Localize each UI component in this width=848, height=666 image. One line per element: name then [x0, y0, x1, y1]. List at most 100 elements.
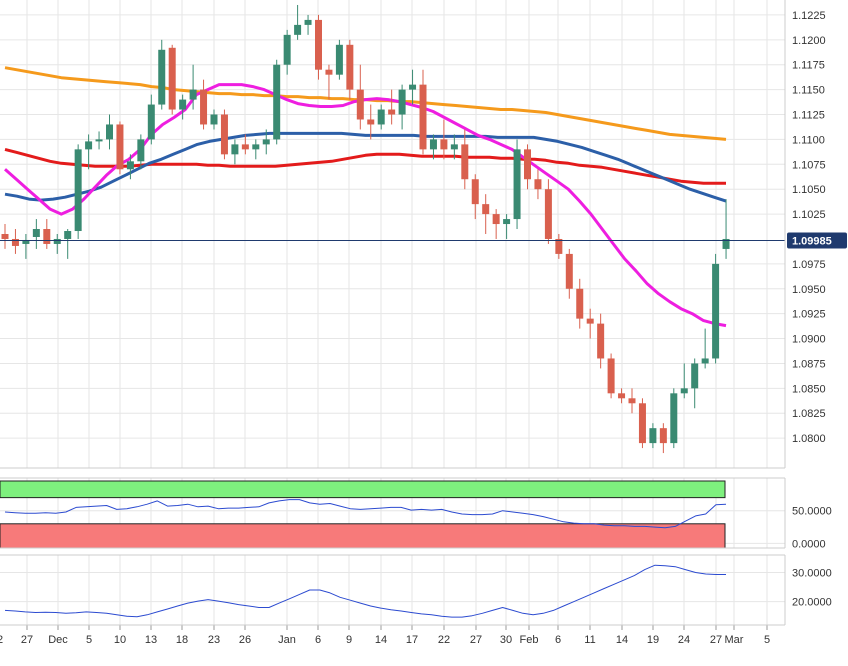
- candle-body: [32, 229, 40, 237]
- current-price-tag[interactable]: 1.09985: [787, 232, 847, 249]
- current-price-label: 1.09985: [792, 235, 832, 247]
- candle: [440, 119, 448, 160]
- candle: [74, 144, 82, 239]
- candle: [11, 229, 19, 254]
- candle-body: [126, 161, 134, 170]
- candle: [680, 363, 688, 399]
- date-tick-label: 5: [764, 634, 770, 646]
- candle: [356, 64, 364, 130]
- candle-body: [116, 124, 124, 170]
- candle-body: [11, 238, 19, 246]
- price-tick-label: 1.1100: [792, 134, 825, 146]
- candle: [200, 79, 208, 130]
- date-tick-label: 18: [176, 634, 188, 646]
- candle: [158, 39, 166, 110]
- candle: [461, 129, 469, 190]
- candle: [388, 89, 396, 125]
- candle-body: [659, 428, 667, 444]
- candle: [628, 388, 636, 414]
- main-grid: [0, 0, 785, 468]
- candle: [64, 229, 72, 259]
- date-tick-label: 5: [86, 634, 92, 646]
- candle-body: [597, 323, 605, 359]
- price-tick-label: 1.0850: [792, 383, 826, 395]
- candle: [241, 134, 249, 155]
- candle: [210, 109, 218, 130]
- date-tick-label: 30: [500, 634, 512, 646]
- date-tick-label: 19: [647, 634, 659, 646]
- candle-body: [524, 149, 531, 180]
- candle: [367, 104, 375, 140]
- rsi-tick-label: 50.0000: [792, 506, 832, 518]
- candle: [492, 209, 500, 239]
- candle-body: [200, 89, 208, 125]
- date-tick-label: 17: [406, 634, 418, 646]
- candle-body: [576, 288, 584, 319]
- adx-panel: 30.0000 20.0000: [0, 555, 832, 625]
- date-tick-label: 27: [21, 634, 33, 646]
- panel-borders: [0, 0, 786, 626]
- candle-body: [544, 189, 552, 239]
- price-tick-label: 1.0975: [792, 259, 826, 271]
- candle-body: [283, 34, 291, 65]
- candle: [597, 313, 605, 369]
- candle: [283, 29, 291, 75]
- candle-body: [273, 64, 281, 140]
- candle-body: [335, 44, 343, 75]
- rsi-line: [4, 499, 727, 529]
- date-tick-label: 14: [616, 634, 628, 646]
- rsi-oscillator: [0, 478, 785, 549]
- candle-body: [377, 109, 385, 125]
- candle-body: [210, 114, 218, 125]
- candle-body: [106, 124, 113, 140]
- candle: [22, 234, 30, 259]
- candle-body: [429, 139, 437, 150]
- candle: [179, 94, 187, 120]
- candle: [409, 69, 417, 105]
- date-tick-label: 26: [239, 634, 251, 646]
- adx-tick-label: 20.0000: [792, 597, 832, 609]
- rsi-axis: 50.0000 0.0000: [792, 506, 832, 551]
- moving-averages: [4, 66, 727, 328]
- candle-body: [680, 388, 688, 394]
- candle-body: [241, 144, 249, 150]
- price-tick-label: 1.1225: [792, 10, 826, 22]
- candle: [607, 353, 615, 399]
- candle-body: [618, 393, 626, 399]
- candle: [586, 308, 594, 339]
- candle: [262, 129, 270, 155]
- candle: [618, 388, 626, 404]
- price-tick-label: 1.1075: [792, 159, 826, 171]
- candle-body: [388, 109, 396, 115]
- price-tick-label: 1.0875: [792, 358, 826, 370]
- candle: [335, 39, 343, 80]
- candle-body: [95, 139, 103, 142]
- candle-body: [419, 84, 427, 150]
- candle: [555, 234, 563, 259]
- main-panel: 1.09985 1.12251.12001.11751.11501.11251.…: [0, 0, 847, 468]
- candle-body: [503, 219, 511, 225]
- candle-body: [220, 114, 228, 155]
- candle-body: [555, 238, 563, 254]
- date-tick-label: 10: [114, 634, 126, 646]
- candle-body: [85, 141, 93, 150]
- candle: [315, 14, 322, 80]
- candle: [691, 358, 699, 409]
- candle: [513, 139, 521, 230]
- date-tick-label: 22: [438, 634, 450, 646]
- candle-body: [158, 49, 166, 105]
- price-tick-label: 1.1050: [792, 184, 826, 196]
- candle-body: [513, 149, 521, 220]
- sma100-line: [4, 147, 726, 185]
- candle: [565, 248, 573, 299]
- candle: [429, 134, 437, 160]
- candle-body: [147, 104, 155, 140]
- rsi-tick-label: 0.0000: [792, 538, 826, 550]
- date-tick-label: 27: [470, 634, 482, 646]
- candle-body: [450, 144, 458, 150]
- candle-body: [1, 234, 9, 239]
- candle-body: [262, 139, 270, 145]
- candle-body: [304, 19, 312, 25]
- candle: [524, 144, 531, 190]
